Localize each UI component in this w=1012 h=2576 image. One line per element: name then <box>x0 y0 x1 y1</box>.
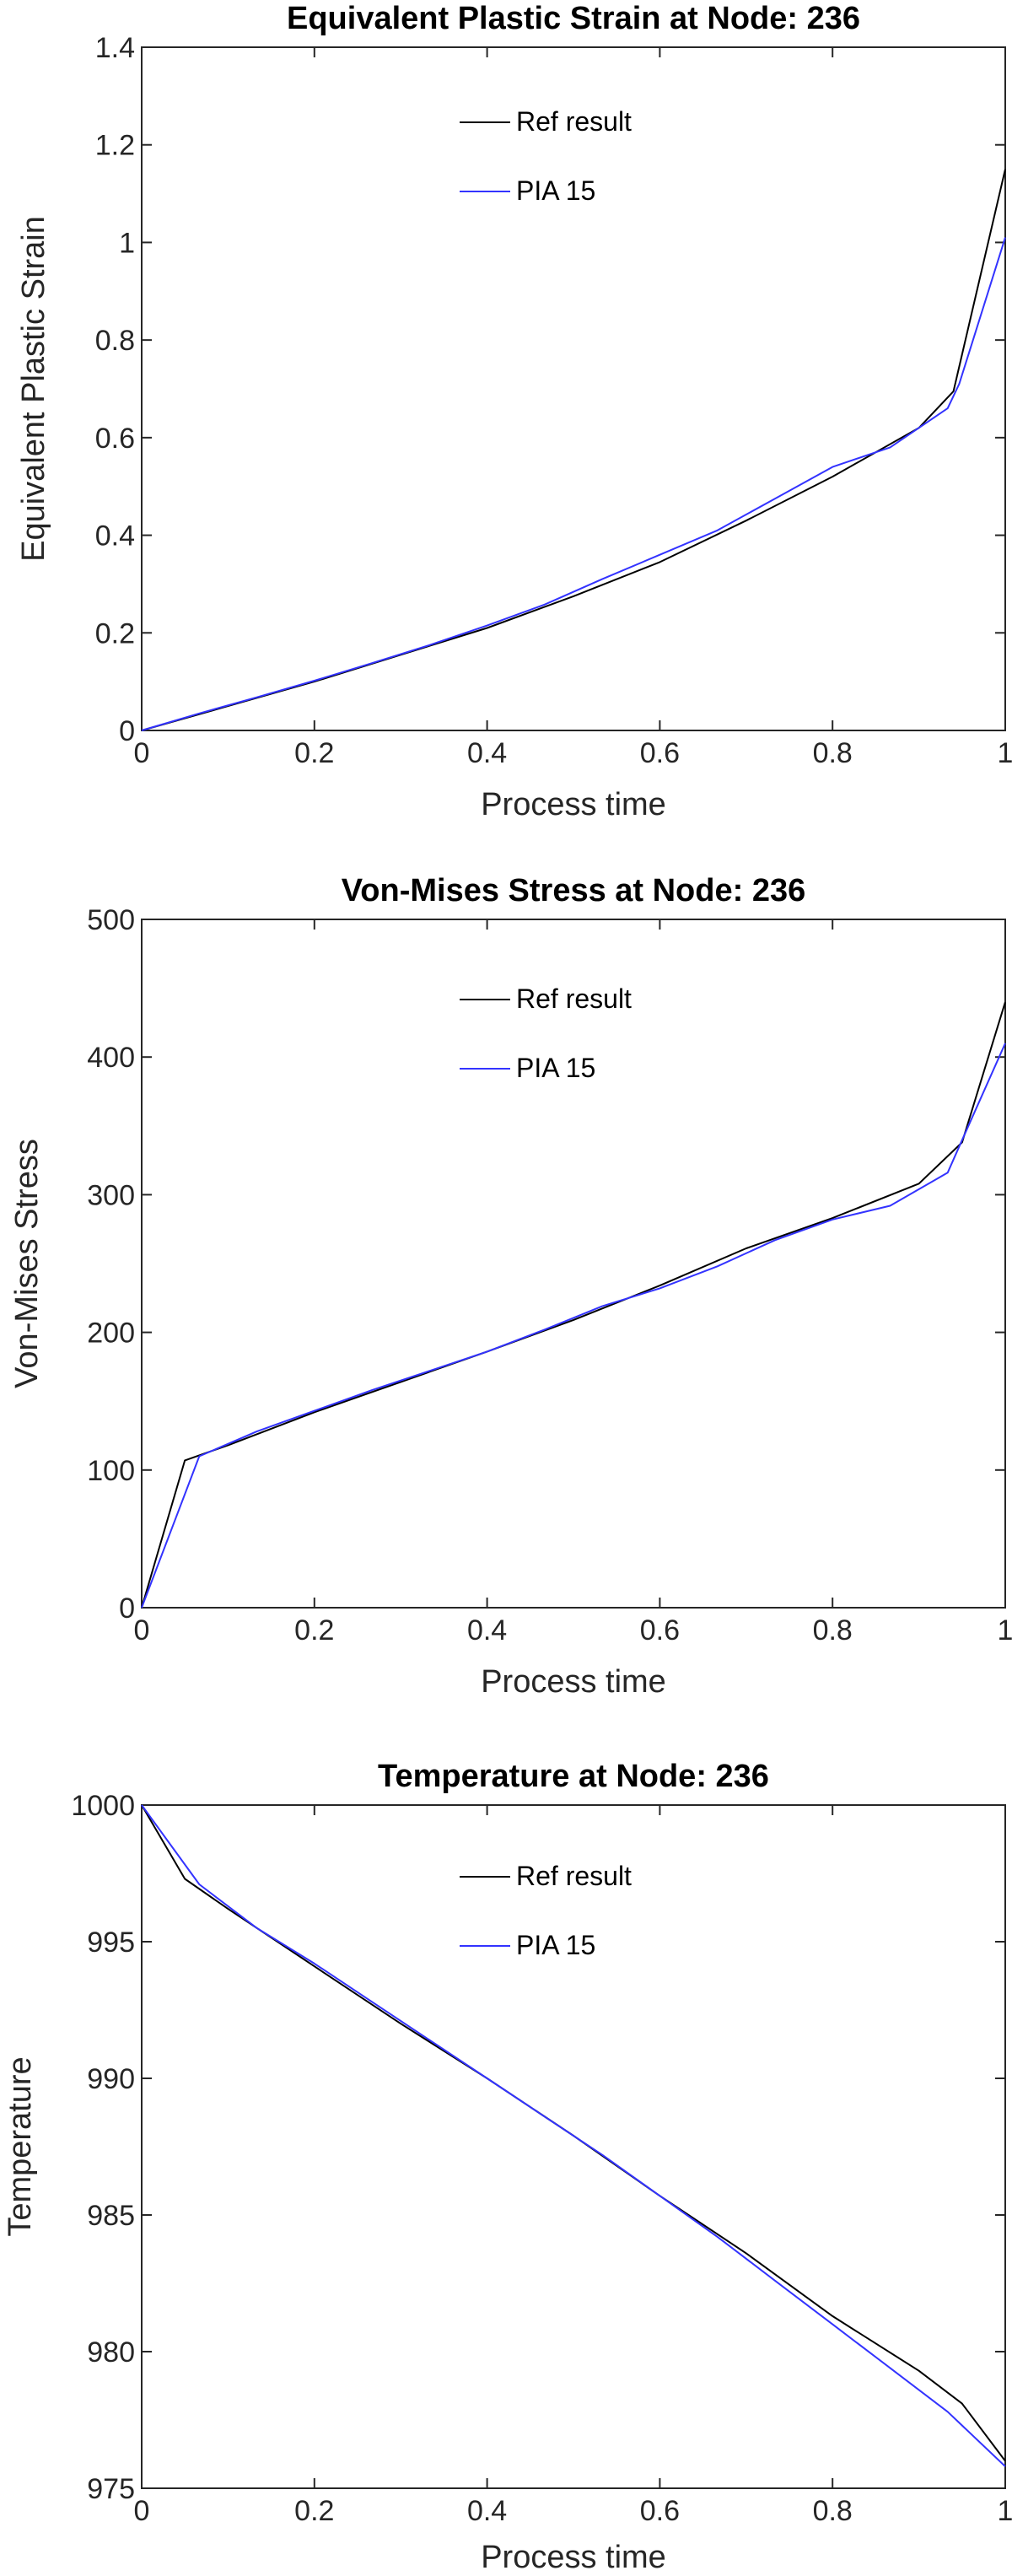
x-tick-label: 1 <box>998 2495 1012 2527</box>
legend-label: Ref result <box>516 106 632 137</box>
series-line-pia-15 <box>141 1804 1006 2467</box>
y-tick-label: 0 <box>119 1592 135 1625</box>
legend-label: Ref result <box>516 984 632 1014</box>
plot-area <box>141 1804 1006 2489</box>
plot-area <box>141 46 1006 731</box>
y-tick-label: 1.2 <box>95 130 135 162</box>
y-tick-label: 300 <box>87 1179 135 1211</box>
chart-title: Von-Mises Stress at Node: 236 <box>342 873 805 908</box>
legend-label: PIA 15 <box>516 1930 595 1960</box>
x-tick-label: 0.6 <box>640 1614 680 1646</box>
legend-label: PIA 15 <box>516 1053 595 1083</box>
x-tick-label: 0.6 <box>640 2495 680 2527</box>
x-tick-label: 0 <box>134 737 150 769</box>
series-line-ref-result <box>141 1001 1006 1609</box>
y-tick-label: 0.6 <box>95 423 135 455</box>
x-tick-label: 0.8 <box>813 1614 853 1646</box>
x-tick-label: 0.8 <box>813 2495 853 2527</box>
y-axis-label: Von-Mises Stress <box>9 1139 45 1388</box>
y-tick-label: 0 <box>119 715 135 747</box>
x-tick-label: 0.2 <box>294 2495 334 2527</box>
legend: Ref result PIA 15 <box>460 984 632 1083</box>
y-tick-label: 990 <box>87 2063 135 2095</box>
x-tick-label: 0.4 <box>467 1614 507 1646</box>
x-tick-label: 0.6 <box>640 737 680 769</box>
chart-2: Von-Mises Stress at Node: 236 0 0.2 0.4 0.6 0… <box>9 873 1012 1700</box>
y-tick-label: 1000 <box>71 1790 135 1822</box>
y-tick-label: 0.2 <box>95 617 135 649</box>
y-tick-label: 200 <box>87 1318 135 1350</box>
x-tick-label: 0.8 <box>813 737 853 769</box>
y-axis-label: Temperature <box>3 2056 38 2236</box>
y-tick-label: 0.8 <box>95 325 135 357</box>
x-tick-label: 0 <box>134 2495 150 2527</box>
x-tick-label: 1 <box>998 737 1012 769</box>
x-tick-label: 0.2 <box>294 1614 334 1646</box>
y-axis-label: Equivalent Plastic Strain <box>16 216 51 562</box>
chart-title: Equivalent Plastic Strain at Node: 236 <box>287 1 860 36</box>
y-tick-label: 1.4 <box>95 32 135 64</box>
y-tick-label: 400 <box>87 1042 135 1074</box>
y-tick-label: 0.4 <box>95 520 135 552</box>
legend-label: Ref result <box>516 1861 632 1891</box>
legend: Ref result PIA 15 <box>460 106 632 206</box>
x-tick-label: 1 <box>998 1614 1012 1646</box>
y-tick-label: 100 <box>87 1455 135 1487</box>
chart-3: Temperature at Node: 236 0 0.2 0.4 0.6 0.8 1 97… <box>3 1759 1012 2575</box>
x-axis-label: Process time <box>481 1664 666 1700</box>
y-tick-label: 985 <box>87 2200 135 2232</box>
plot-area <box>141 919 1006 1609</box>
x-tick-label: 0.2 <box>294 737 334 769</box>
y-tick-label: 975 <box>87 2473 135 2505</box>
y-tick-label: 500 <box>87 904 135 936</box>
y-tick-label: 995 <box>87 1927 135 1959</box>
legend-label: PIA 15 <box>516 175 595 206</box>
x-axis-label: Process time <box>481 2540 666 2575</box>
x-tick-label: 0 <box>134 1614 150 1646</box>
legend: Ref result PIA 15 <box>460 1861 632 1960</box>
x-tick-label: 0.4 <box>467 737 507 769</box>
chart-title: Temperature at Node: 236 <box>378 1759 769 1794</box>
x-axis-label: Process time <box>481 787 666 822</box>
series-line-pia-15 <box>141 237 1006 731</box>
series-line-pia-15 <box>141 1043 1006 1609</box>
y-tick-label: 980 <box>87 2336 135 2369</box>
x-tick-label: 0.4 <box>467 2495 507 2527</box>
y-tick-label: 1 <box>119 227 135 259</box>
